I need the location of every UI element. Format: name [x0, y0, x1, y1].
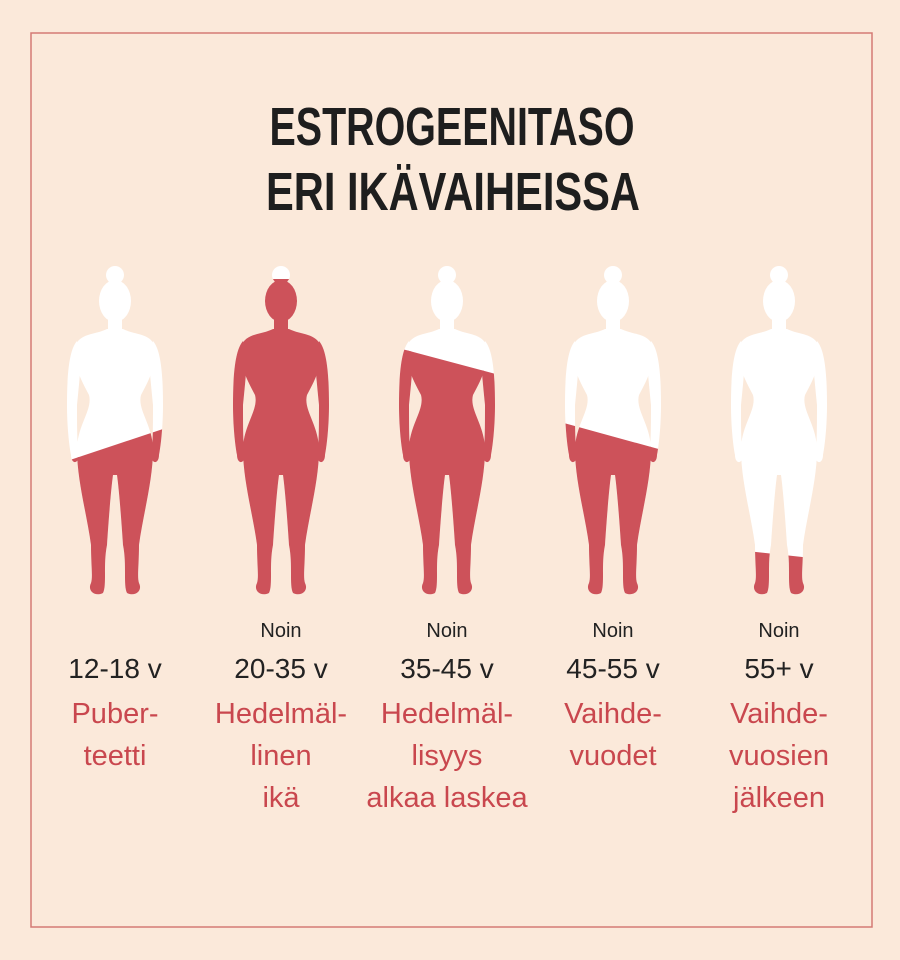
stage-label: Puber- [71, 698, 158, 730]
age: 35-45 v [400, 653, 493, 684]
stage-label: Vaihde- [564, 698, 662, 730]
stage-label: alkaa laskea [366, 782, 528, 814]
age: 20-35 v [234, 653, 327, 684]
stage-label: Hedelmäl- [215, 698, 347, 730]
age: 55+ v [744, 653, 813, 684]
note: Noin [758, 620, 799, 642]
note: Noin [426, 620, 467, 642]
title-line: ESTROGEENITASO [270, 97, 635, 157]
title-line: ERI IKÄVAIHEISSA [266, 162, 640, 222]
stage-label: ikä [262, 782, 300, 814]
note: Noin [260, 620, 301, 642]
stage-label: lisyys [412, 740, 483, 772]
age: 12-18 v [68, 653, 161, 684]
stage-label: vuodet [569, 740, 656, 772]
stage-label: teetti [84, 740, 147, 772]
age: 45-55 v [566, 653, 659, 684]
stage-label: Vaihde- [730, 698, 828, 730]
note: Noin [592, 620, 633, 642]
stage-label: Hedelmäl- [381, 698, 513, 730]
stage-label: vuosien [729, 740, 829, 772]
frame [30, 32, 873, 928]
stage-label: jälkeen [732, 782, 825, 814]
stage-label: linen [250, 740, 311, 772]
